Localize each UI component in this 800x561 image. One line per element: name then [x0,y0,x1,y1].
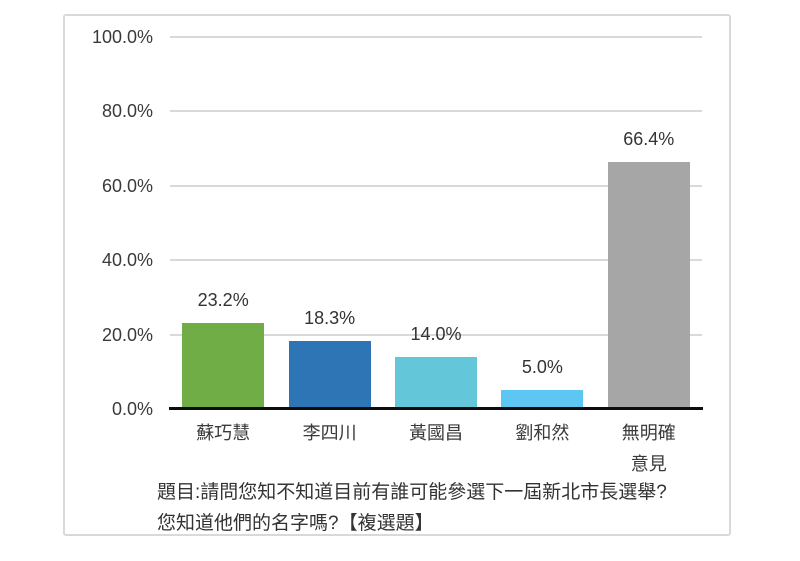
caption-line-2: 您知道他們的名字嗎?【複選題】 [157,513,434,534]
value-label-黃國昌: 14.0% [410,323,462,344]
x-tick-label-蘇巧慧: 蘇巧慧 [196,423,251,443]
value-label-李四川: 18.3% [304,307,356,328]
y-tick-label-0: 0.0% [111,399,153,419]
y-tick-label-1: 20.0% [101,324,153,345]
gridline-80.0% [170,110,702,113]
y-tick-label-5: 100.0% [91,27,153,47]
bar-劉和然 [501,390,584,409]
gridline-20.0% [170,333,702,336]
y-tick-label-3: 60.0% [101,175,153,196]
bar-黃國昌 [395,356,477,409]
x-tick-label-李四川: 李四川 [302,423,357,443]
x-tick-label-黃國昌: 黃國昌 [409,423,463,443]
chart-caption: 題目:請問您知不知道目前有誰可能參選下一屆新北市長選舉? 您知道他們的名字嗎?【… [157,477,667,539]
x-tick-label-無明確意見: 無明確 意見 [621,423,676,474]
caption-line-1: 題目:請問您知不知道目前有誰可能參選下一屆新北市長選舉? [157,482,667,503]
gridline-60.0% [170,184,702,187]
y-tick-label-2: 40.0% [101,250,153,271]
gridline-100.0% [170,36,702,38]
y-tick-label-4: 80.0% [101,101,153,122]
value-label-劉和然: 5.0% [521,357,563,378]
chart-panel: 0.0% 20.0% 40.0% 60.0% 80.0% 100.0% 23.2% 18.3… [63,14,731,536]
value-label-蘇巧慧: 23.2% [197,289,249,310]
x-axis-line [169,407,703,410]
bar-蘇巧慧 [182,322,265,409]
bar-無明確意見 [607,161,690,409]
gridline-40.0% [170,259,702,262]
x-tick-label-劉和然: 劉和然 [515,423,570,443]
value-label-無明確意見: 66.4% [623,128,675,149]
bar-李四川 [288,340,371,409]
